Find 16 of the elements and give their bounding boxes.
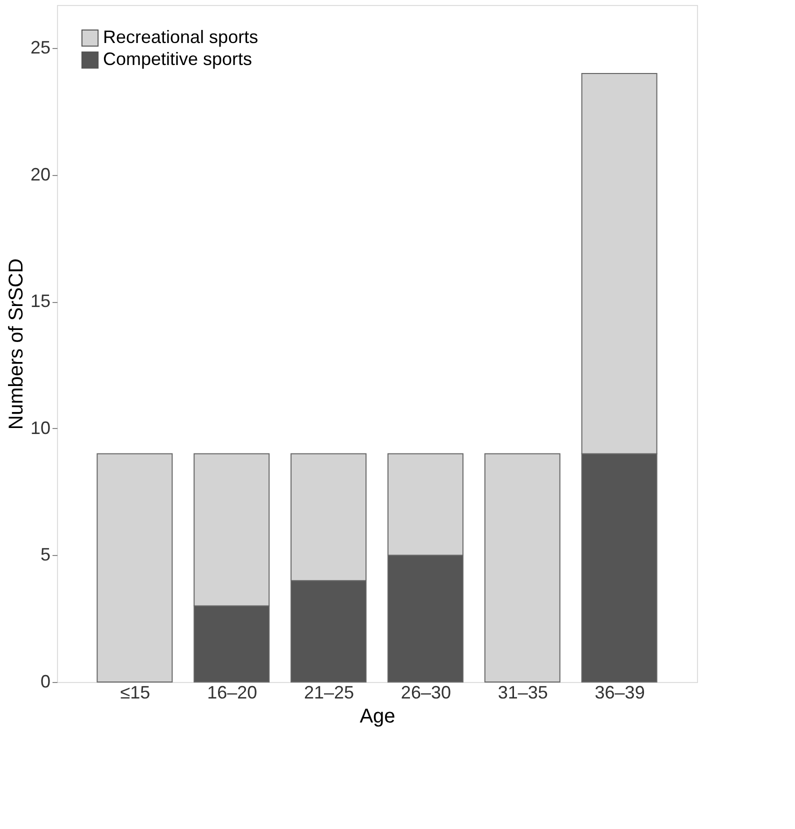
y-tick-label: 10 bbox=[30, 418, 50, 438]
y-tick-label: 20 bbox=[30, 164, 50, 184]
y-tick-label: 5 bbox=[40, 544, 50, 565]
x-tick-label: 16–20 bbox=[207, 682, 258, 702]
y-tick-label: 25 bbox=[30, 38, 50, 58]
x-tick-label: 21–25 bbox=[304, 682, 354, 702]
x-tick-label: 31–35 bbox=[498, 682, 548, 702]
y-tick-label: 0 bbox=[40, 672, 50, 692]
x-axis-title: Age bbox=[360, 706, 396, 728]
x-tick-label: 36–39 bbox=[594, 682, 645, 702]
legend-label: Recreational sports bbox=[103, 27, 258, 47]
y-tick-label: 15 bbox=[30, 291, 50, 312]
x-tick-label: ≤15 bbox=[120, 682, 150, 702]
x-tick-label: 26–30 bbox=[400, 682, 451, 702]
legend-label: Competitive sports bbox=[103, 49, 252, 69]
y-axis-title: Numbers of SrSCD bbox=[5, 258, 28, 430]
